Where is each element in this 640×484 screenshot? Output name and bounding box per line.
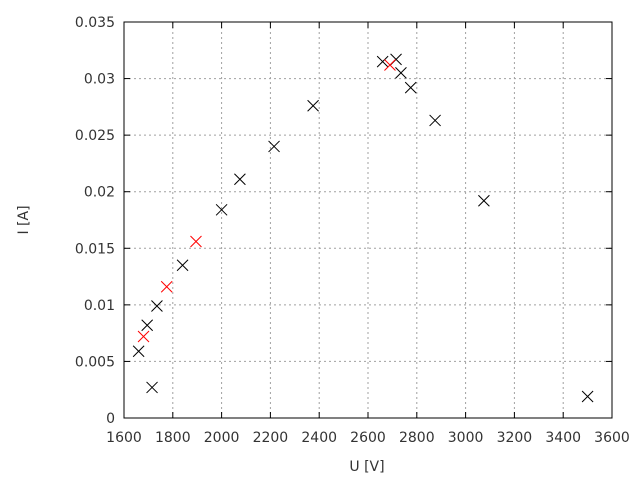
ticks: 1600 1800 2000 2200 2400 2600 2800 3000 3200 3400… (75, 15, 630, 446)
x-tick-label: 3000 (448, 430, 484, 446)
data-point (307, 99, 319, 112)
data-point (132, 345, 145, 358)
y-tick-label: 0 (106, 411, 115, 427)
y-tick-label: 0.025 (75, 128, 115, 144)
y-tick-label: 0.005 (75, 354, 115, 370)
x-tick-label: 2200 (253, 430, 289, 446)
y-tick-label: 0.015 (75, 241, 115, 257)
x-tick-label: 1600 (106, 430, 142, 446)
x-axis-label: U [V] (349, 459, 384, 475)
data-point (234, 173, 246, 186)
y-tick-label: 0.02 (84, 185, 115, 201)
data-point (384, 59, 396, 71)
x-tick-label: 2600 (350, 430, 386, 446)
data-point (395, 67, 407, 79)
data-point (581, 390, 594, 403)
data-point (478, 194, 490, 207)
data-point (160, 280, 173, 293)
data-point (141, 319, 154, 332)
x-tick-label: 2400 (301, 430, 337, 446)
x-tick-label: 2800 (399, 430, 435, 446)
data-point (215, 203, 228, 216)
data-point (268, 140, 280, 153)
grid (124, 22, 612, 418)
data-point (190, 235, 202, 248)
x-tick-label: 3400 (545, 430, 581, 446)
data-point (376, 55, 389, 68)
data-point (176, 259, 189, 272)
y-tick-label: 0.01 (84, 298, 115, 314)
x-tick-label: 3200 (497, 430, 533, 446)
data-point (146, 381, 158, 394)
data-points (132, 53, 594, 403)
data-point (151, 300, 163, 312)
data-point (404, 81, 417, 94)
y-axis-label: I [A] (16, 205, 32, 234)
x-tick-label: 2000 (204, 430, 240, 446)
x-tick-label: 1800 (155, 430, 191, 446)
data-point (429, 114, 441, 127)
y-tick-label: 0.03 (84, 72, 115, 88)
x-tick-label: 3600 (594, 430, 630, 446)
data-point (137, 330, 150, 343)
y-tick-label: 0.035 (75, 15, 115, 31)
